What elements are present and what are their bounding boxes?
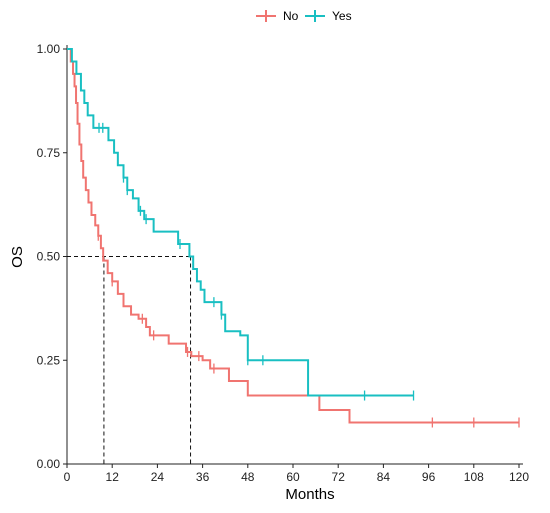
x-axis-title: Months: [285, 486, 334, 503]
y-tick-label: 0.25: [37, 353, 61, 367]
x-tick-label: 108: [464, 470, 484, 484]
survival-curves: [67, 48, 520, 428]
y-tick-label: 1.00: [37, 42, 61, 56]
y-tick-label: 0.00: [37, 457, 61, 471]
x-tick-label: 72: [332, 470, 346, 484]
median-reference-lines: [67, 256, 192, 464]
x-tick-label: 60: [286, 470, 300, 484]
legend: No Yes: [256, 9, 352, 23]
x-tick-label: 24: [151, 470, 165, 484]
x-tick-label: 12: [106, 470, 120, 484]
survival-curve-yes: [67, 48, 414, 397]
x-tick-label: 36: [196, 470, 210, 484]
x-tick-label: 48: [241, 470, 255, 484]
y-tick-label: 0.75: [37, 146, 61, 160]
x-tick-label: 84: [377, 470, 391, 484]
y-axis-title: OS: [9, 246, 26, 268]
legend-label-no: No: [283, 9, 299, 23]
survival-curve-no: [67, 48, 519, 424]
axes: 0 12 24 36 48 60 72 84 96 108 120 0.00 0.25 0.50 0.75 1…: [37, 42, 530, 484]
y-tick-label: 0.50: [37, 250, 61, 264]
x-tick-label: 96: [422, 470, 436, 484]
x-tick-label: 120: [509, 470, 529, 484]
legend-label-yes: Yes: [332, 9, 352, 23]
x-tick-label: 0: [64, 470, 71, 484]
